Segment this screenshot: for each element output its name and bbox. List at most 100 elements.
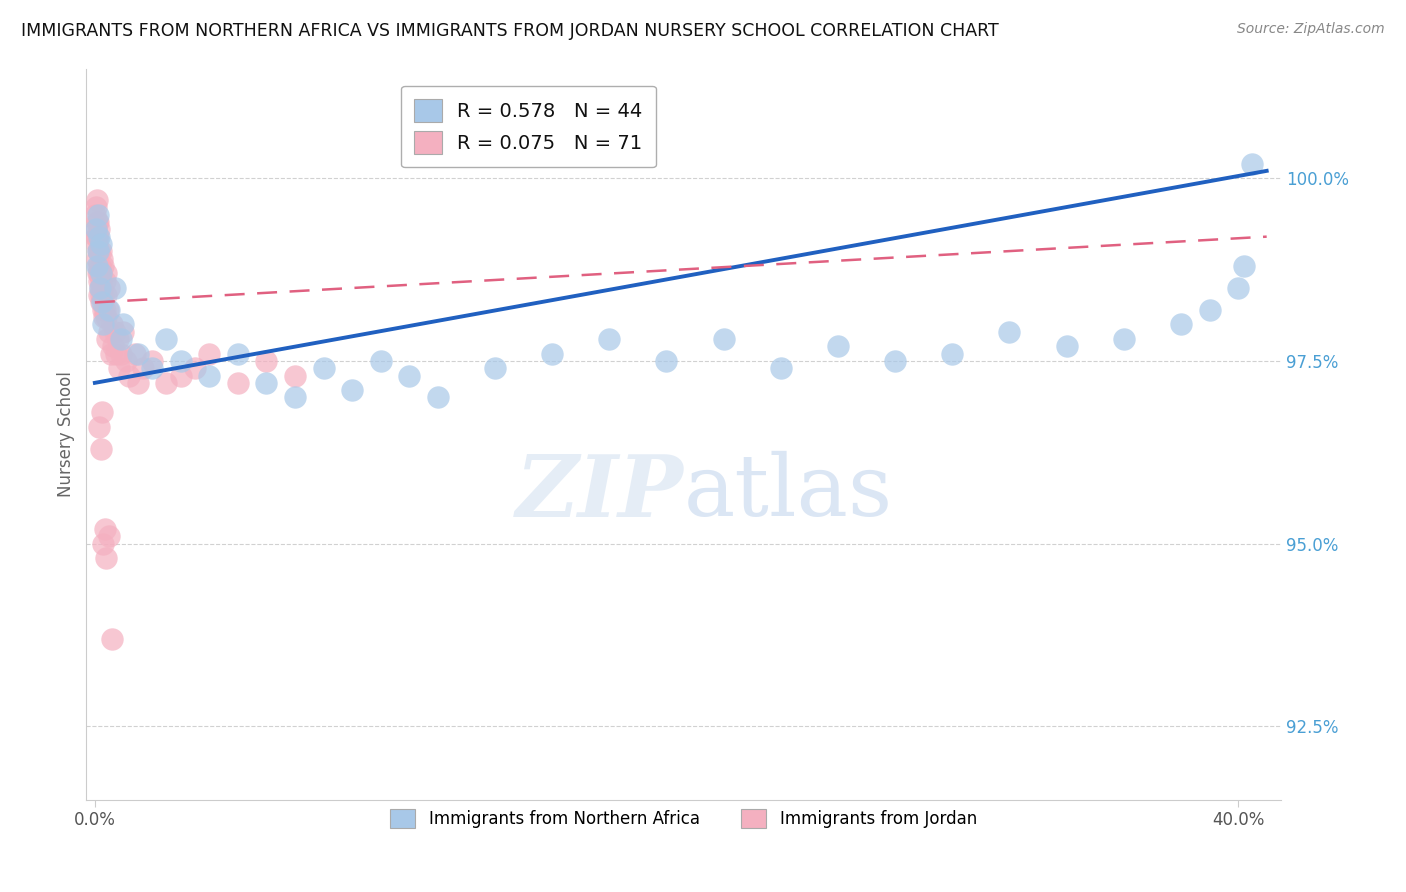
Point: [91, 295, 114, 310]
Point: [86, 193, 108, 207]
Point: [226, 346, 249, 360]
Point: [127, 346, 149, 360]
Point: [141, 361, 163, 376]
Point: [94, 522, 117, 536]
Point: [98, 302, 121, 317]
Point: [98, 529, 121, 543]
Point: [96, 310, 118, 324]
Point: [90, 266, 112, 280]
Point: [86, 259, 108, 273]
Point: [1112, 332, 1135, 346]
Point: [87, 259, 110, 273]
Point: [89, 266, 111, 280]
Point: [398, 368, 420, 383]
Point: [96, 551, 118, 566]
Point: [89, 229, 111, 244]
Point: [426, 391, 449, 405]
Point: [87, 215, 110, 229]
Point: [998, 325, 1021, 339]
Point: [89, 419, 111, 434]
Point: [169, 354, 191, 368]
Point: [105, 346, 128, 360]
Point: [827, 339, 849, 353]
Point: [89, 222, 111, 236]
Point: [86, 252, 108, 266]
Point: [103, 339, 125, 353]
Point: [312, 361, 335, 376]
Point: [541, 346, 564, 360]
Point: [198, 346, 221, 360]
Text: IMMIGRANTS FROM NORTHERN AFRICA VS IMMIGRANTS FROM JORDAN NURSERY SCHOOL CORRELA: IMMIGRANTS FROM NORTHERN AFRICA VS IMMIG…: [21, 22, 998, 40]
Point: [98, 325, 121, 339]
Point: [93, 259, 115, 273]
Point: [769, 361, 792, 376]
Point: [94, 288, 117, 302]
Point: [89, 281, 111, 295]
Point: [1233, 259, 1256, 273]
Point: [124, 346, 146, 360]
Point: [118, 368, 141, 383]
Point: [98, 281, 121, 295]
Point: [110, 332, 132, 346]
Point: [84, 208, 107, 222]
Point: [141, 354, 163, 368]
Point: [90, 244, 112, 259]
Point: [90, 295, 112, 310]
Text: atlas: atlas: [683, 451, 893, 534]
Point: [90, 442, 112, 456]
Point: [93, 288, 115, 302]
Point: [254, 354, 277, 368]
Point: [93, 318, 115, 332]
Point: [284, 391, 307, 405]
Point: [370, 354, 392, 368]
Point: [87, 229, 110, 244]
Point: [97, 302, 120, 317]
Point: [84, 222, 107, 236]
Point: [101, 318, 124, 332]
Point: [89, 281, 111, 295]
Point: [86, 229, 108, 244]
Point: [184, 361, 207, 376]
Text: Source: ZipAtlas.com: Source: ZipAtlas.com: [1237, 22, 1385, 37]
Point: [94, 273, 117, 287]
Point: [87, 266, 110, 280]
Point: [89, 259, 111, 273]
Point: [104, 281, 127, 295]
Point: [90, 266, 112, 280]
Point: [84, 229, 107, 244]
Point: [87, 273, 110, 287]
Point: [107, 332, 129, 346]
Point: [108, 361, 131, 376]
Point: [132, 361, 155, 376]
Point: [115, 354, 138, 368]
Point: [87, 208, 110, 222]
Point: [87, 244, 110, 259]
Point: [226, 376, 249, 390]
Point: [84, 222, 107, 236]
Point: [1056, 339, 1078, 353]
Point: [89, 288, 111, 302]
Point: [90, 273, 112, 287]
Point: [1198, 302, 1220, 317]
Y-axis label: Nursery School: Nursery School: [58, 371, 75, 497]
Point: [198, 368, 221, 383]
Point: [86, 215, 108, 229]
Point: [1227, 281, 1250, 295]
Point: [112, 325, 135, 339]
Point: [169, 368, 191, 383]
Point: [655, 354, 678, 368]
Point: [598, 332, 620, 346]
Point: [713, 332, 735, 346]
Point: [87, 244, 110, 259]
Point: [87, 244, 110, 259]
Point: [96, 332, 118, 346]
Point: [941, 346, 963, 360]
Point: [254, 376, 277, 390]
Point: [94, 302, 117, 317]
Point: [112, 318, 135, 332]
Point: [1170, 318, 1192, 332]
Point: [90, 236, 112, 251]
Text: ZIP: ZIP: [516, 450, 683, 534]
Point: [96, 266, 118, 280]
Point: [1241, 156, 1264, 170]
